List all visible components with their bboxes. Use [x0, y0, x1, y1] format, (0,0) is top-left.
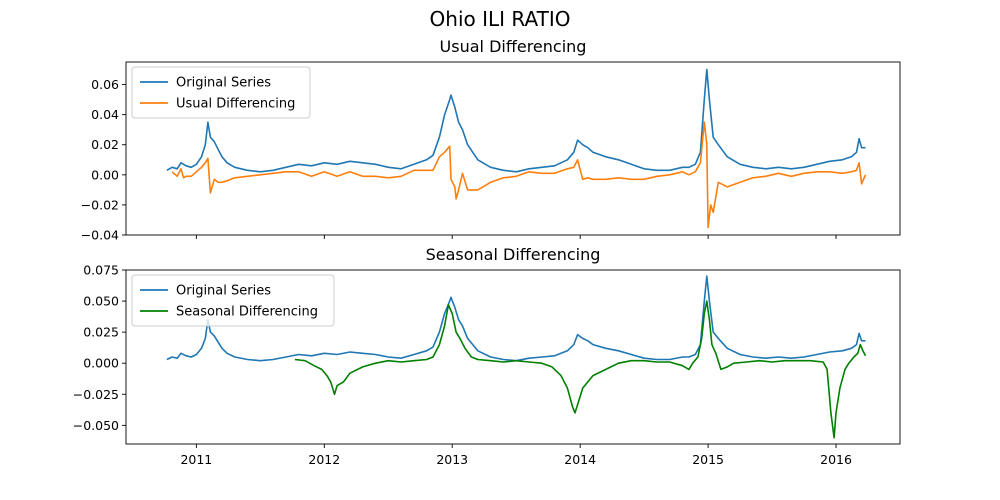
panel-usual-differencing: Usual Differencing −0.04 −0.02 0.00 0.02 0.04… — [81, 37, 901, 243]
y-tick-label: −0.050 — [73, 418, 119, 433]
x-tick-label: 2016 — [820, 452, 852, 467]
axes-frame — [125, 61, 901, 236]
x-tick-label: 2015 — [692, 452, 724, 467]
x-tick-label: 2011 — [180, 452, 212, 467]
y-tick-label: −0.02 — [81, 197, 119, 212]
series-line-1 — [166, 68, 866, 173]
y-tick-label: 0.04 — [91, 107, 119, 122]
axes-frame — [125, 269, 901, 445]
y-tick-label: −0.025 — [73, 387, 119, 402]
x-tick-label: 2014 — [564, 452, 596, 467]
legend-label: Usual Differencing — [176, 97, 295, 112]
legend-box — [131, 274, 335, 327]
legend: Original Series Seasonal Differencing — [131, 274, 335, 327]
y-tick-label: 0.025 — [83, 325, 119, 340]
panel-seasonal-differencing: Seasonal Differencing −0.050 −0.025 0.000 0.… — [73, 245, 901, 467]
panel-title: Seasonal Differencing — [426, 245, 601, 264]
series-line-2 — [294, 300, 867, 439]
series-line-2 — [171, 121, 867, 229]
legend-box — [131, 66, 311, 119]
x-tick-label: 2013 — [436, 452, 468, 467]
legend-label: Original Series — [176, 76, 271, 91]
legend-label: Seasonal Differencing — [176, 305, 318, 320]
series-line-1 — [166, 275, 866, 362]
legend-label: Original Series — [176, 284, 271, 299]
y-tick-label: 0.02 — [91, 137, 119, 152]
figure-title: Ohio ILI RATIO — [430, 7, 571, 31]
panel-title: Usual Differencing — [440, 37, 587, 56]
y-tick-label: −0.04 — [81, 228, 119, 243]
y-tick-label: 0.050 — [83, 294, 119, 309]
y-tick-label: 0.000 — [83, 356, 119, 371]
y-tick-label: 0.06 — [91, 77, 119, 92]
y-tick-label: 0.075 — [83, 263, 119, 278]
x-tick-label: 2012 — [308, 452, 340, 467]
y-tick-label: 0.00 — [91, 167, 119, 182]
legend: Original Series Usual Differencing — [131, 66, 311, 119]
